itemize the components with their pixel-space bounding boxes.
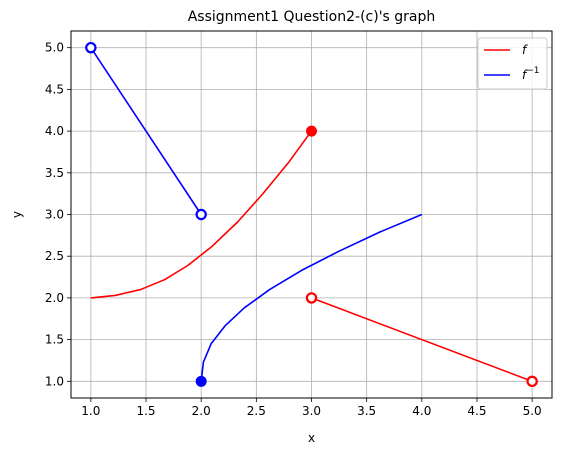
chart-title: Assignment1 Question2-(c)'s graph (188, 9, 436, 25)
y-tick-label: 4.5 (45, 82, 64, 96)
open-point-marker (305, 292, 318, 304)
y-tick-label: 2.5 (45, 249, 64, 263)
y-tick-label: 2.0 (45, 291, 64, 305)
x-tick-label: 3.0 (302, 404, 321, 418)
y-axis-ticks: 1.0 1.5 2.0 2.5 3.0 3.5 4.0 4.5 5.0 (45, 41, 71, 388)
y-tick-label: 1.5 (45, 333, 64, 347)
x-tick-label: 5.0 (523, 404, 542, 418)
y-tick-label: 3.5 (45, 166, 64, 180)
y-tick-label: 3.0 (45, 208, 64, 222)
x-tick-label: 1.0 (81, 404, 100, 418)
open-point-marker (195, 208, 207, 221)
x-tick-label: 3.5 (357, 404, 376, 418)
x-axis-label: x (308, 431, 315, 445)
series-line (311, 297, 533, 383)
grid (71, 31, 552, 398)
y-tick-label: 5.0 (45, 41, 64, 55)
legend-label: f−1 (522, 66, 540, 82)
series-layer (85, 41, 538, 388)
open-point-marker (85, 41, 97, 54)
x-tick-label: 4.5 (467, 404, 486, 418)
series-f (90, 125, 538, 388)
series-f-inverse (85, 41, 423, 387)
legend: f f−1 (477, 37, 548, 90)
series-line (90, 47, 202, 215)
y-tick-label: 4.0 (45, 124, 64, 138)
series-line (200, 213, 423, 382)
legend-label: f (522, 43, 528, 57)
filled-point-marker (306, 125, 317, 137)
filled-point-marker (195, 375, 207, 387)
x-tick-label: 1.5 (136, 404, 155, 418)
y-tick-label: 1.0 (45, 374, 64, 388)
series-line (90, 130, 313, 299)
open-point-marker (526, 375, 538, 388)
legend-box (477, 37, 548, 90)
x-axis-ticks: 1.0 1.5 2.0 2.5 3.0 3.5 4.0 4.5 5.0 (81, 398, 542, 418)
x-tick-label: 2.0 (192, 404, 211, 418)
y-axis-label: y (10, 211, 24, 218)
x-tick-label: 4.0 (412, 404, 431, 418)
x-tick-label: 2.5 (247, 404, 266, 418)
